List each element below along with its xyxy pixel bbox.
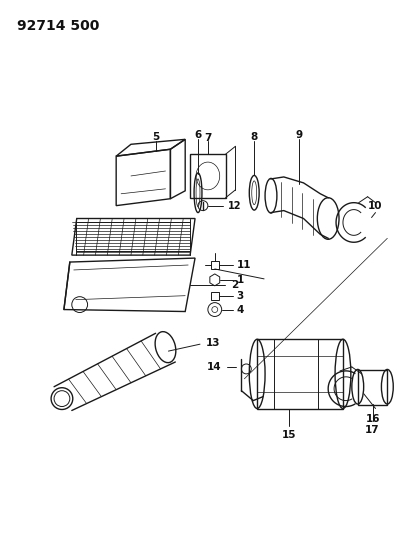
Text: 14: 14 [207, 362, 222, 372]
Bar [257, 339, 343, 408]
Text: 15: 15 [281, 430, 296, 440]
Text: 2: 2 [232, 280, 239, 290]
Text: 11: 11 [236, 260, 251, 270]
Text: 5: 5 [152, 132, 159, 142]
Text: 6: 6 [194, 131, 202, 140]
Text: 12: 12 [228, 200, 241, 211]
Bar [358, 370, 387, 405]
Text: 9: 9 [295, 131, 302, 140]
Bar [211, 292, 219, 300]
Text: 16: 16 [366, 415, 381, 424]
Text: 8: 8 [251, 132, 258, 142]
Text: 4: 4 [236, 304, 244, 314]
Text: 13: 13 [206, 338, 220, 348]
Text: 10: 10 [368, 200, 382, 211]
Text: 17: 17 [365, 425, 380, 435]
Bar [211, 261, 219, 269]
Text: 7: 7 [204, 133, 212, 143]
Text: 3: 3 [236, 290, 244, 301]
Text: 1: 1 [236, 275, 244, 285]
Text: 92714 500: 92714 500 [17, 19, 99, 33]
